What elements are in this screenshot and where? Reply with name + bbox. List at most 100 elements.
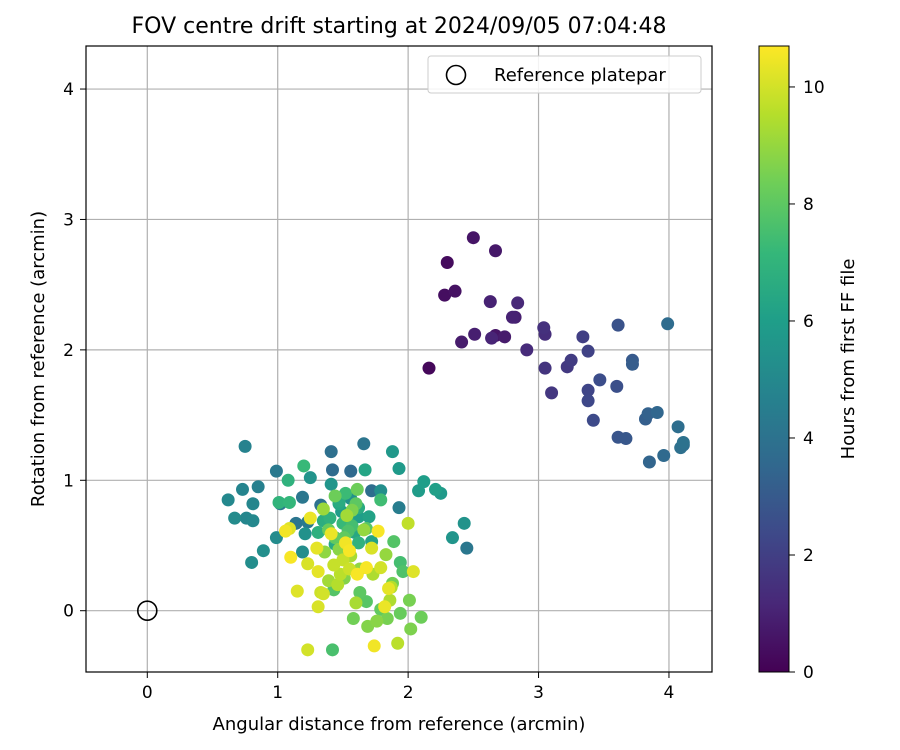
x-tick-label: 4 (664, 683, 675, 703)
data-point (301, 643, 315, 657)
data-point (537, 321, 551, 335)
data-point (380, 612, 394, 626)
y-axis-label: Rotation from reference (arcmin) (28, 211, 49, 507)
colorbar-gradient (758, 45, 790, 673)
data-point (520, 343, 534, 357)
data-point (406, 565, 420, 579)
legend-open-circle-icon (445, 64, 467, 86)
data-point (404, 622, 418, 636)
grid-lines (86, 46, 712, 672)
data-point (339, 486, 353, 500)
data-point (370, 614, 384, 628)
data-point (374, 561, 388, 575)
data-point (238, 439, 252, 453)
data-point (269, 531, 283, 545)
colorbar-tick-label: 0 (803, 663, 814, 683)
data-point (545, 386, 559, 400)
data-point (483, 295, 497, 309)
data-point (246, 497, 260, 511)
data-point (350, 482, 364, 496)
data-point (611, 318, 625, 332)
data-point (359, 561, 373, 575)
data-point (325, 463, 339, 477)
data-point (256, 544, 270, 558)
data-point (310, 541, 324, 555)
data-point (324, 477, 338, 491)
data-point (671, 420, 685, 434)
data-point (538, 361, 552, 375)
data-point (323, 511, 337, 525)
data-point (650, 405, 664, 419)
data-point (401, 516, 415, 530)
data-point (359, 595, 373, 609)
data-point (290, 584, 304, 598)
data-point (422, 361, 436, 375)
data-point (586, 413, 600, 427)
plot-frame (85, 45, 713, 673)
data-point (417, 475, 431, 489)
data-point (251, 480, 265, 494)
y-tick-label: 4 (63, 80, 74, 100)
data-point (281, 473, 295, 487)
data-point (457, 516, 471, 530)
data-point (429, 482, 443, 496)
reference-platepar-marker (136, 600, 158, 622)
x-tick-label: 2 (403, 683, 414, 703)
data-point (357, 437, 371, 451)
data-point (414, 610, 428, 624)
data-point (379, 548, 393, 562)
data-point (362, 510, 376, 524)
data-point (676, 435, 690, 449)
data-point (298, 527, 312, 541)
data-point (374, 493, 388, 507)
data-point (564, 353, 578, 367)
data-point (303, 471, 317, 485)
data-points (221, 231, 690, 657)
data-point (385, 445, 399, 459)
data-point (382, 582, 396, 596)
data-point (358, 463, 372, 477)
data-point (498, 330, 512, 344)
data-point (352, 536, 366, 550)
data-point (228, 511, 242, 525)
data-point (245, 555, 259, 569)
data-point (311, 525, 325, 539)
data-point (353, 585, 367, 599)
data-point (445, 531, 459, 545)
colorbar-label: Hours from first FF file (838, 259, 859, 460)
colorbar-tick-label: 10 (803, 78, 825, 98)
data-point (324, 445, 338, 459)
data-point (331, 578, 345, 592)
y-tick-label: 1 (63, 471, 74, 491)
data-point (367, 639, 381, 653)
legend-box (427, 55, 702, 94)
data-point (221, 493, 235, 507)
x-tick-label: 3 (533, 683, 544, 703)
y-tick-label: 0 (63, 602, 74, 622)
data-point (272, 495, 286, 509)
data-point (460, 541, 474, 555)
data-point (392, 462, 406, 476)
y-axis-ticks: 0 1 2 3 4 (63, 80, 86, 622)
data-point (448, 284, 462, 298)
data-point (438, 288, 452, 302)
data-point (324, 527, 338, 541)
colorbar-ticks: 0 2 4 6 8 10 (789, 78, 825, 683)
data-point (297, 459, 311, 473)
data-point (365, 541, 379, 555)
data-point (350, 567, 364, 581)
data-point (303, 511, 317, 525)
x-axis-label: Angular distance from reference (arcmin) (213, 714, 586, 735)
colorbar-tick-label: 2 (803, 546, 814, 566)
data-point (316, 587, 330, 601)
data-point (642, 455, 656, 469)
data-point (378, 600, 392, 614)
colorbar: 0 2 4 6 8 10 Hours from first FF file (758, 45, 859, 683)
data-point (340, 509, 354, 522)
y-tick-label: 3 (63, 210, 74, 230)
data-point (440, 255, 454, 269)
data-point (328, 489, 342, 503)
data-point (295, 490, 309, 504)
data-point (284, 550, 298, 564)
